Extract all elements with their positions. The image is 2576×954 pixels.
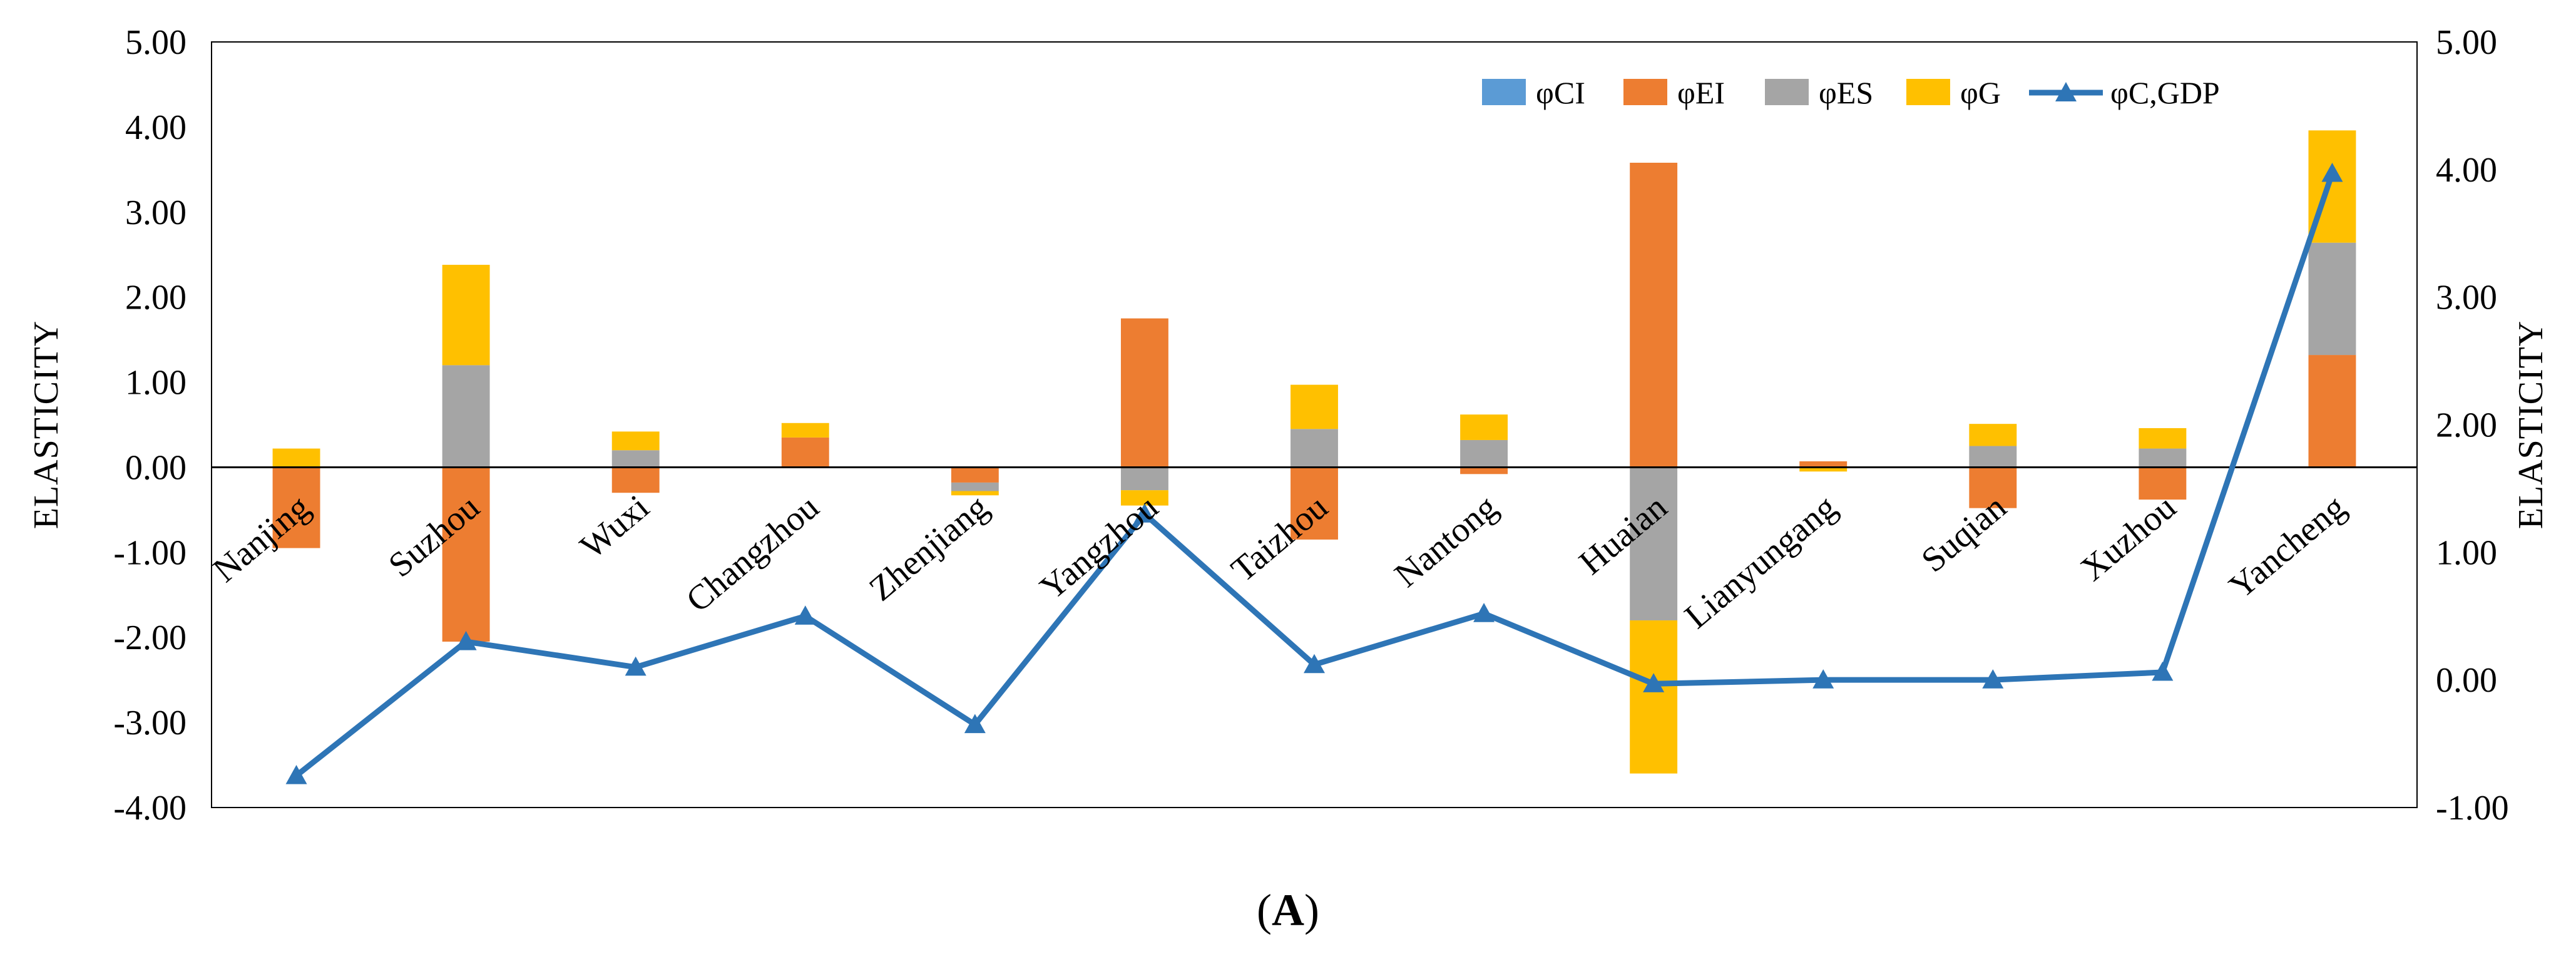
caption-close-paren: )	[1304, 885, 1319, 935]
legend-swatch-es	[1765, 79, 1809, 105]
bar-taizhou-ei	[1291, 467, 1338, 540]
line-point-suqian	[1982, 669, 2004, 689]
bar-suzhou-es	[442, 365, 490, 468]
line-point-yangzhou	[1133, 503, 1155, 523]
legend-label-ei: φEI	[1677, 75, 1725, 110]
y-tick-right: 1.00	[2436, 533, 2497, 572]
y-tick-left: 1.00	[125, 364, 187, 403]
category-label: Wuxi	[573, 488, 657, 567]
legend-label-es: φES	[1819, 75, 1873, 110]
bar-lianyungang-g	[1799, 467, 1848, 472]
legend-swatch-ci	[1482, 79, 1526, 105]
line-point-yancheng	[2321, 162, 2343, 182]
bar-wuxi-ei	[611, 467, 660, 493]
bar-suzhou-g	[442, 265, 490, 366]
category-label: Zhenjiang	[862, 488, 996, 608]
bar-taizhou-g	[1291, 384, 1338, 429]
category-label: Yangzhou	[1033, 488, 1165, 608]
bar-yancheng-ei	[2308, 355, 2356, 468]
bar-huaian-ei	[1630, 162, 1678, 468]
bar-nantong-ei	[1460, 467, 1508, 474]
category-label: Changzhou	[679, 488, 826, 620]
line-point-nantong	[1473, 603, 1495, 622]
gdp-elasticity-line	[285, 162, 2343, 784]
y-tick-right: 3.00	[2436, 279, 2497, 317]
bar-yangzhou-ei	[1120, 318, 1168, 468]
bar-zhenjiang-g	[951, 491, 999, 496]
caption-open-paren: (	[1257, 885, 1272, 935]
line-point-huaian	[1643, 673, 1665, 692]
legend-swatch-g	[1906, 79, 1950, 105]
category-label: Nantong	[1388, 488, 1505, 595]
bar-lianyungang-ei	[1799, 461, 1848, 468]
right-axis-ticks: 5.00 4.00 3.00 2.00 1.00 0.00 -1.00	[2436, 23, 2509, 828]
bar-nantong-g	[1460, 414, 1508, 440]
category-label: Xuzhou	[2073, 488, 2184, 588]
y-tick-left: 2.00	[125, 279, 187, 317]
category-label: Suqian	[1914, 488, 2014, 580]
y-tick-right: 5.00	[2436, 23, 2497, 62]
y-tick-left: -4.00	[113, 789, 187, 828]
line-point-taizhou	[1304, 654, 1325, 674]
y-tick-left: -2.00	[113, 618, 187, 657]
bar-zhenjiang-ei	[951, 467, 999, 483]
stacked-bars	[272, 130, 2356, 774]
bar-wuxi-g	[611, 431, 660, 451]
line-point-nanjing	[285, 765, 307, 784]
legend-label-g: φG	[1960, 75, 2001, 110]
figure-caption: (A)	[1257, 885, 1319, 935]
bar-huaian-es	[1630, 467, 1678, 621]
legend-marker-line	[2055, 82, 2077, 101]
y-axis-title-right: ELASTICITY	[2512, 321, 2550, 530]
bar-yancheng-es	[2308, 242, 2356, 356]
bar-nanjing-g	[272, 448, 320, 468]
y-tick-right: 4.00	[2436, 151, 2497, 190]
line-point-changzhou	[794, 605, 816, 625]
bar-nantong-es	[1460, 439, 1508, 468]
bar-nanjing-ei	[272, 467, 320, 548]
legend-swatch-ei	[1623, 79, 1667, 105]
bar-yangzhou-g	[1120, 490, 1168, 506]
y-axis-title-left: ELASTICITY	[27, 321, 66, 530]
y-tick-left: 0.00	[125, 448, 187, 487]
bar-suqian-g	[1969, 424, 2017, 446]
bar-xuzhou-es	[2139, 448, 2187, 468]
line-point-lianyungang	[1812, 669, 1834, 689]
y-tick-right: 0.00	[2436, 661, 2497, 700]
line-point-suzhou	[455, 631, 477, 650]
legend-label-gdp-elasticity: φC,GDP	[2110, 75, 2220, 110]
bar-taizhou-es	[1291, 429, 1338, 468]
bar-xuzhou-g	[2139, 428, 2187, 449]
bar-xuzhou-ei	[2139, 467, 2187, 500]
bar-yangzhou-es	[1120, 467, 1168, 491]
bar-suqian-es	[1969, 446, 2017, 468]
chart-legend: φCI φEI φES φG φC,GDP	[1482, 75, 2220, 110]
y-tick-right: 2.00	[2436, 406, 2497, 445]
y-tick-left: 4.00	[125, 108, 187, 147]
plot-area-frame	[211, 41, 2418, 808]
y-tick-right: -1.00	[2436, 789, 2509, 828]
bar-zhenjiang-es	[951, 482, 999, 491]
line-point-wuxi	[625, 656, 647, 676]
bar-huaian-g	[1630, 620, 1678, 774]
left-axis-ticks: 5.00 4.00 3.00 2.00 1.00 0.00 -1.00 -2.00 -3.00 -…	[113, 23, 187, 828]
y-tick-left: -3.00	[113, 704, 187, 742]
category-label: Lianyungang	[1677, 488, 1844, 636]
bar-suzhou-ei	[442, 467, 490, 642]
legend-label-ci: φCI	[1536, 75, 1585, 110]
caption-letter: A	[1272, 885, 1304, 935]
bar-suqian-ei	[1969, 467, 2017, 508]
y-tick-left: 3.00	[125, 193, 187, 232]
category-label: Yancheng	[2222, 488, 2353, 607]
bar-wuxi-es	[611, 450, 660, 468]
y-tick-left: -1.00	[113, 533, 187, 572]
category-labels: Nanjing Suzhou Wuxi Changzhou Zhenjiang Yangz…	[206, 488, 2353, 636]
line-point-xuzhou	[2152, 661, 2174, 681]
bar-changzhou-g	[781, 423, 829, 438]
y-tick-left: 5.00	[125, 23, 187, 62]
bar-changzhou-ei	[781, 437, 829, 468]
line-point-zhenjiang	[964, 714, 986, 734]
